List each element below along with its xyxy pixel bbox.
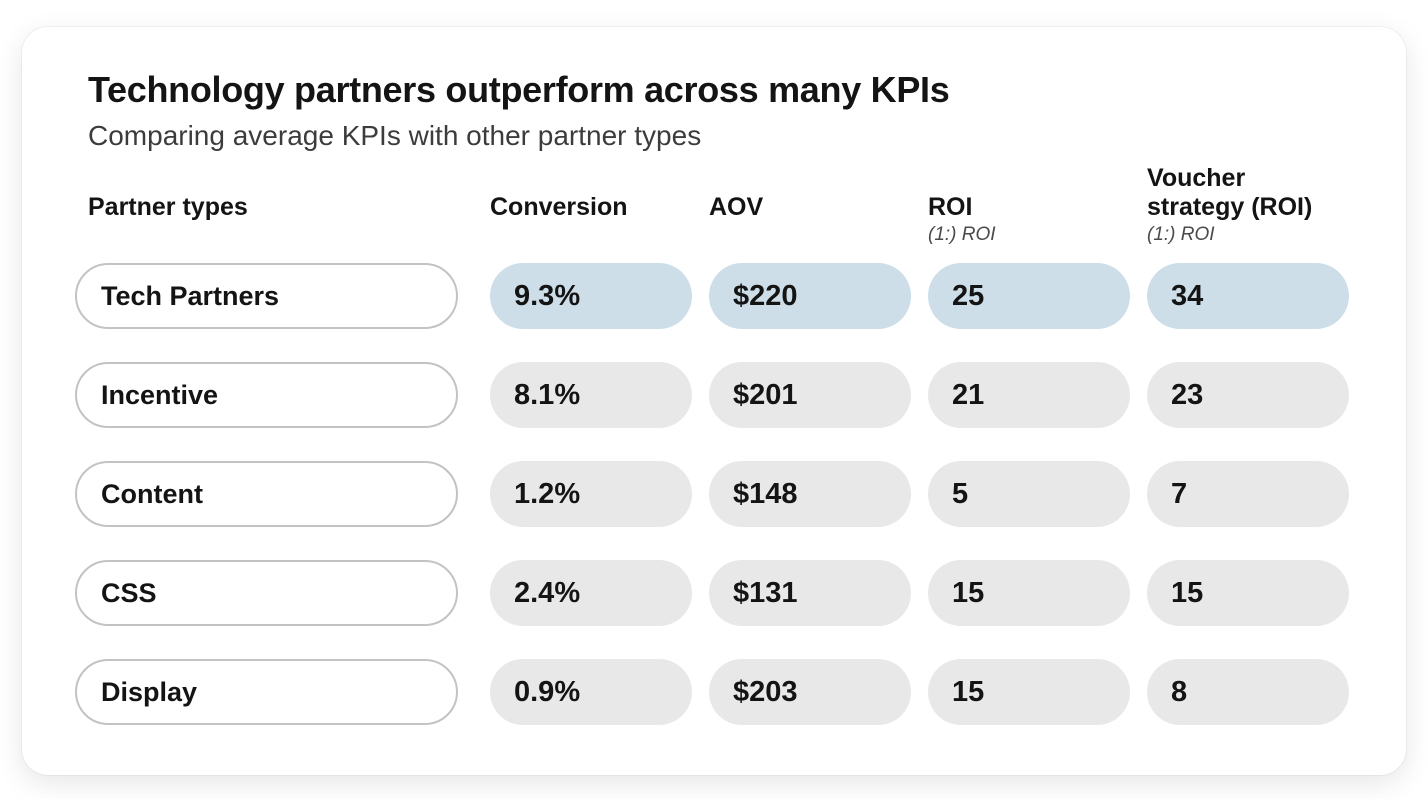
column-header-partner-types: Partner types: [75, 164, 473, 251]
row-label-pill: Content: [75, 461, 458, 528]
kpi-comparison-card: Technology partners outperform across ma…: [22, 27, 1406, 775]
column-header-label: Conversion: [490, 192, 628, 221]
row-label-pill: CSS: [75, 560, 458, 627]
row-label: Tech Partners: [101, 280, 280, 311]
column-header-label: Partner types: [88, 192, 248, 221]
row-label-pill: Display: [75, 659, 458, 726]
value-pill-voucher-roi: 8: [1147, 659, 1349, 726]
value-pill-roi: 15: [928, 560, 1130, 627]
column-header-label: ROI: [928, 192, 973, 221]
value-pill-voucher-roi: 23: [1147, 362, 1349, 429]
column-header-voucher-strategy: Voucher strategy (ROI) (1:) ROI: [1147, 164, 1349, 251]
value-pill-aov: $203: [709, 659, 911, 726]
value-pill-roi: 15: [928, 659, 1130, 726]
column-header-label: AOV: [709, 192, 764, 221]
column-header-sublabel: [75, 224, 473, 251]
value-pill-voucher-roi: 15: [1147, 560, 1349, 627]
value-pill-conversion: 1.2%: [490, 461, 692, 528]
card-subtitle: Comparing average KPIs with other partne…: [88, 120, 702, 152]
value-pill-voucher-roi: 7: [1147, 461, 1349, 528]
row-label: Display: [101, 676, 198, 707]
column-header-sublabel: (1:) ROI: [928, 224, 996, 246]
value-pill-roi: 21: [928, 362, 1130, 429]
row-label-pill: Incentive: [75, 362, 458, 429]
column-header-conversion: Conversion: [490, 164, 692, 251]
value-pill-aov: $220: [709, 263, 911, 330]
value-pill-roi: 25: [928, 263, 1130, 330]
value-pill-conversion: 0.9%: [490, 659, 692, 726]
value-pill-voucher-roi: 34: [1147, 263, 1349, 330]
value-pill-conversion: 8.1%: [490, 362, 692, 429]
column-header-sublabel: (1:) ROI: [1147, 224, 1215, 246]
column-header-label: Voucher strategy (ROI): [1147, 164, 1313, 221]
row-label: CSS: [101, 577, 157, 608]
row-label-pill: Tech Partners: [75, 263, 458, 330]
value-pill-aov: $201: [709, 362, 911, 429]
value-pill-aov: $148: [709, 461, 911, 528]
row-label: Incentive: [101, 379, 219, 410]
row-label: Content: [101, 478, 203, 509]
value-pill-roi: 5: [928, 461, 1130, 528]
value-pill-conversion: 2.4%: [490, 560, 692, 627]
column-header-roi: ROI (1:) ROI: [928, 164, 1130, 251]
table-header-row: Partner types Conversion AOV ROI (1:) RO…: [75, 164, 1353, 251]
column-header-sublabel: [709, 224, 911, 251]
value-pill-conversion: 9.3%: [490, 263, 692, 330]
value-pill-aov: $131: [709, 560, 911, 627]
card-title: Technology partners outperform across ma…: [88, 69, 950, 110]
table-body: Tech Partners 9.3% $220 25 34 Incentive …: [75, 263, 1353, 726]
column-header-sublabel: [490, 224, 692, 251]
column-header-aov: AOV: [709, 164, 911, 251]
